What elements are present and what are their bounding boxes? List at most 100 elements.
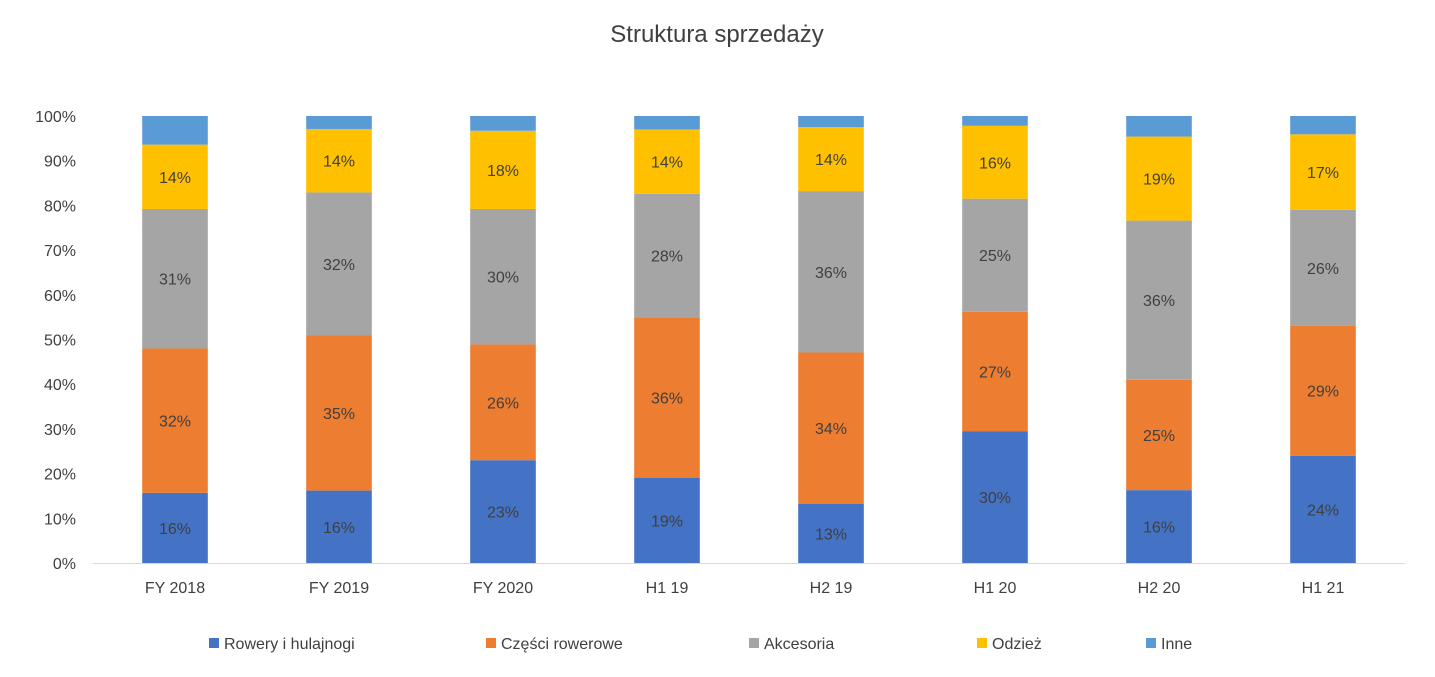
bar-segment <box>798 127 864 192</box>
legend-swatch <box>977 638 987 648</box>
y-tick-label: 60% <box>44 288 76 305</box>
legend-item: Rowery i hulajnogi <box>209 636 355 653</box>
bar-segment <box>306 192 372 336</box>
data-label: 23% <box>487 505 519 522</box>
x-tick-label: FY 2020 <box>473 580 533 597</box>
bar-segment <box>1290 116 1356 135</box>
data-label: 14% <box>651 155 683 172</box>
data-label: 14% <box>815 152 847 169</box>
legend-label: Odzież <box>992 636 1042 653</box>
data-label: 36% <box>651 390 683 407</box>
data-label: 29% <box>1307 384 1339 401</box>
bar-segment <box>470 130 536 209</box>
data-label: 25% <box>979 248 1011 265</box>
legend-swatch <box>1146 638 1156 648</box>
data-label: 28% <box>651 248 683 265</box>
y-tick-label: 100% <box>35 109 76 126</box>
legend-label: Inne <box>1161 636 1192 653</box>
bar-segment <box>962 125 1028 199</box>
data-label: 16% <box>979 155 1011 172</box>
bar-segment <box>306 116 372 129</box>
y-tick-label: 20% <box>44 467 76 484</box>
data-label: 36% <box>815 265 847 282</box>
bar-segment <box>470 460 536 563</box>
data-label: 30% <box>487 270 519 287</box>
bar-segment <box>1126 116 1192 137</box>
bars: 16% 32% 31% 14% 16% 35% 32% 14% 23% 26% 30% 18% 19% 3… <box>142 116 1356 563</box>
data-label: 26% <box>1307 261 1339 278</box>
x-axis: FY 2018 FY 2019 FY 2020 H1 19 H2 19 H1 20 H2 2… <box>93 563 1405 597</box>
bar-segment <box>634 317 700 478</box>
bar-segment <box>1126 220 1192 380</box>
chart-title: Struktura sprzedaży <box>610 21 823 48</box>
bar-segment <box>798 191 864 353</box>
bar-segment <box>306 490 372 563</box>
bar-stack: 13% 34% 36% 14% <box>798 116 864 563</box>
y-tick-label: 90% <box>44 154 76 171</box>
bar-stack: 24% 29% 26% 17% <box>1290 116 1356 563</box>
bar-segment <box>142 492 208 563</box>
legend-swatch <box>209 638 219 648</box>
bar-segment <box>798 503 864 563</box>
x-tick-label: H1 20 <box>974 580 1017 597</box>
bar-segment <box>1290 134 1356 210</box>
data-label: 14% <box>159 170 191 187</box>
bar-segment <box>1290 325 1356 456</box>
legend-label: Części rowerowe <box>501 636 623 653</box>
x-tick-label: H1 21 <box>1302 580 1345 597</box>
data-label: 36% <box>1143 293 1175 310</box>
data-label: 19% <box>651 513 683 530</box>
y-tick-label: 80% <box>44 198 76 215</box>
bar-segment <box>306 128 372 193</box>
bar-segment <box>1126 379 1192 491</box>
x-tick-label: FY 2019 <box>309 580 369 597</box>
legend-label: Akcesoria <box>764 636 834 653</box>
bar-segment <box>798 352 864 504</box>
bar-stack: 16% 25% 36% 19% <box>1126 116 1192 563</box>
bar-segment <box>142 208 208 349</box>
legend-item: Części rowerowe <box>486 636 623 653</box>
bar-segment <box>634 193 700 318</box>
bar-segment <box>470 116 536 131</box>
y-tick-label: 40% <box>44 377 76 394</box>
bar-segment <box>962 116 1028 126</box>
data-label: 31% <box>159 272 191 289</box>
legend-item: Inne <box>1146 636 1192 653</box>
data-label: 24% <box>1307 502 1339 519</box>
x-tick-label: H2 20 <box>1138 580 1181 597</box>
bar-segment <box>1290 455 1356 563</box>
data-label: 26% <box>487 395 519 412</box>
bar-segment <box>634 129 700 194</box>
bar-segment <box>1126 490 1192 563</box>
bar-segment <box>962 198 1028 312</box>
y-tick-label: 0% <box>53 556 76 573</box>
data-label: 18% <box>487 163 519 180</box>
y-tick-label: 50% <box>44 333 76 350</box>
data-label: 17% <box>1307 165 1339 182</box>
bar-segment <box>1126 136 1192 221</box>
legend-swatch <box>486 638 496 648</box>
data-label: 32% <box>159 414 191 431</box>
data-label: 16% <box>323 520 355 537</box>
data-label: 16% <box>1143 520 1175 537</box>
y-tick-label: 10% <box>44 511 76 528</box>
y-tick-label: 70% <box>44 243 76 260</box>
bar-segment <box>470 208 536 345</box>
data-label: 14% <box>323 154 355 171</box>
bar-stack: 19% 36% 28% 14% <box>634 116 700 563</box>
legend-label: Rowery i hulajnogi <box>224 636 355 653</box>
data-label: 27% <box>979 364 1011 381</box>
bar-segment <box>634 116 700 130</box>
bar-segment <box>142 348 208 493</box>
x-tick-label: FY 2018 <box>145 580 205 597</box>
legend: Rowery i hulajnogi Części rowerowe Akcesor… <box>209 636 1192 653</box>
data-label: 13% <box>815 526 847 543</box>
bar-segment <box>142 116 208 145</box>
x-tick-label: H2 19 <box>810 580 853 597</box>
legend-item: Akcesoria <box>749 636 834 653</box>
data-label: 25% <box>1143 428 1175 445</box>
bar-segment <box>962 431 1028 563</box>
data-label: 30% <box>979 490 1011 507</box>
